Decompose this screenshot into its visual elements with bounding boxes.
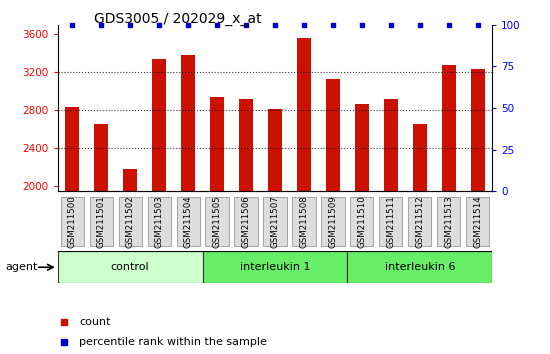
Bar xyxy=(326,79,340,354)
Bar xyxy=(239,99,253,354)
Bar xyxy=(355,104,369,354)
FancyBboxPatch shape xyxy=(379,196,403,246)
Text: GDS3005 / 202029_x_at: GDS3005 / 202029_x_at xyxy=(94,12,261,27)
Text: GSM211508: GSM211508 xyxy=(299,195,309,248)
Text: interleukin 6: interleukin 6 xyxy=(384,262,455,272)
FancyBboxPatch shape xyxy=(408,196,431,246)
FancyBboxPatch shape xyxy=(119,196,142,246)
Bar xyxy=(297,38,311,354)
Bar xyxy=(210,97,224,354)
Text: GSM211512: GSM211512 xyxy=(415,195,425,248)
Text: control: control xyxy=(111,262,150,272)
FancyBboxPatch shape xyxy=(263,196,287,246)
FancyBboxPatch shape xyxy=(206,196,229,246)
Text: GSM211504: GSM211504 xyxy=(184,195,192,248)
FancyBboxPatch shape xyxy=(293,196,316,246)
FancyBboxPatch shape xyxy=(177,196,200,246)
Bar xyxy=(384,99,398,354)
FancyBboxPatch shape xyxy=(58,251,202,283)
Bar xyxy=(442,65,456,354)
Bar xyxy=(268,109,282,354)
Text: GSM211513: GSM211513 xyxy=(444,195,453,248)
Text: GSM211509: GSM211509 xyxy=(328,195,338,247)
Bar xyxy=(152,59,166,354)
Bar xyxy=(123,169,138,354)
Text: agent: agent xyxy=(6,262,38,272)
FancyBboxPatch shape xyxy=(90,196,113,246)
Bar xyxy=(181,55,195,354)
Text: GSM211501: GSM211501 xyxy=(97,195,106,248)
Bar xyxy=(470,69,485,354)
FancyBboxPatch shape xyxy=(202,251,348,283)
Bar xyxy=(94,124,108,354)
Text: interleukin 1: interleukin 1 xyxy=(240,262,310,272)
Text: GSM211507: GSM211507 xyxy=(271,195,279,248)
Text: GSM211500: GSM211500 xyxy=(68,195,77,248)
Text: GSM211506: GSM211506 xyxy=(241,195,251,248)
Text: GSM211514: GSM211514 xyxy=(473,195,482,248)
Text: GSM211511: GSM211511 xyxy=(386,195,395,248)
FancyBboxPatch shape xyxy=(437,196,460,246)
Text: GSM211502: GSM211502 xyxy=(125,195,135,248)
Bar xyxy=(412,124,427,354)
FancyBboxPatch shape xyxy=(234,196,257,246)
FancyBboxPatch shape xyxy=(350,196,373,246)
FancyBboxPatch shape xyxy=(60,196,84,246)
FancyBboxPatch shape xyxy=(348,251,492,283)
Bar xyxy=(65,108,80,354)
Text: percentile rank within the sample: percentile rank within the sample xyxy=(79,337,267,347)
Text: GSM211505: GSM211505 xyxy=(212,195,222,248)
Text: GSM211503: GSM211503 xyxy=(155,195,164,248)
Text: count: count xyxy=(79,318,111,327)
FancyBboxPatch shape xyxy=(466,196,490,246)
FancyBboxPatch shape xyxy=(321,196,344,246)
Text: GSM211510: GSM211510 xyxy=(358,195,366,248)
FancyBboxPatch shape xyxy=(147,196,170,246)
